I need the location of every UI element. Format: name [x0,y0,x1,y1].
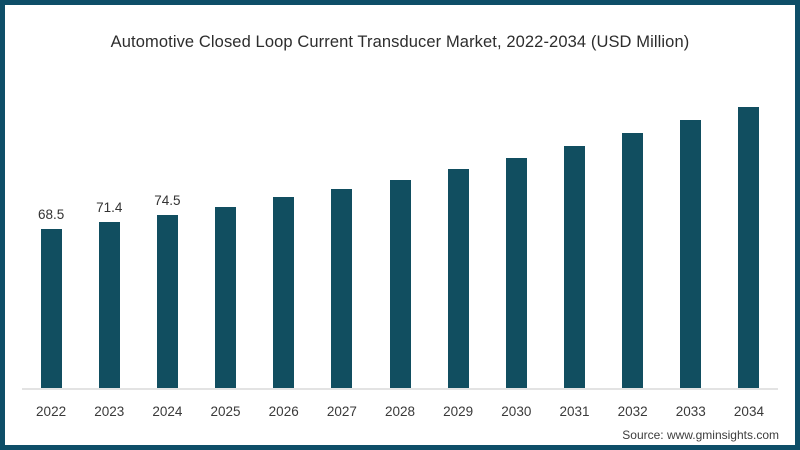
bar-column: 74.5 [138,98,196,388]
bar-column: 71.4 [80,98,138,388]
bar-column [255,98,313,388]
x-tick-label: 2022 [36,404,67,419]
x-tick-label: 2033 [675,404,706,419]
bar [447,169,469,388]
bar-column [720,98,778,388]
chart-title: Automotive Closed Loop Current Transduce… [110,33,690,51]
bar [273,197,295,388]
plot-area: 68.5 71.4 74.5 [22,98,778,390]
bar [505,158,527,388]
source-credit: Source: www.gminsights.com [622,428,779,442]
x-tick-label: 2024 [152,404,183,419]
x-axis-labels: 2022 2023 2024 2025 2026 2027 2028 2029 2030 2031… [22,404,778,419]
bar [215,207,237,388]
x-tick-label: 2034 [733,404,764,419]
x-tick-label: 2032 [617,404,648,419]
bar [563,146,585,388]
bar [40,229,62,388]
x-tick-label: 2027 [326,404,357,419]
bar [738,107,760,388]
x-tick-label: 2031 [559,404,590,419]
bar [622,133,644,388]
x-tick-label: 2028 [384,404,416,419]
bar-column [604,98,662,388]
bar-value-label: 74.5 [154,193,181,208]
bar-column [196,98,254,388]
bar-column [313,98,371,388]
bar-column [545,98,603,388]
bar-column [662,98,720,388]
x-tick-label: 2030 [501,404,532,419]
bar [389,180,411,388]
bar-column [429,98,487,388]
x-tick-label: 2023 [94,404,125,419]
bar [156,215,178,388]
bar [331,189,353,388]
x-tick-label: 2025 [210,404,241,419]
bar-column [371,98,429,388]
bar-column: 68.5 [22,98,80,388]
bar-value-label: 71.4 [96,200,123,215]
bar-value-label: 68.5 [37,207,65,222]
bar-column [487,98,545,388]
x-tick-label: 2026 [268,404,299,419]
bar [680,120,702,388]
x-tick-label: 2029 [443,404,474,419]
bar [98,222,120,388]
